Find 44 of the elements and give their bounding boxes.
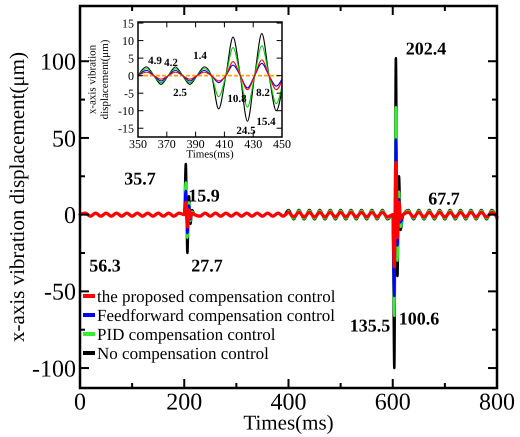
y-tick-label: 50 [52,126,76,152]
annotation: 8.2 [256,86,270,99]
annotation: 100.6 [398,308,440,328]
y-axis-title: x-axis vibration displacement(μm) [86,39,112,120]
x-tick-label: 410 [215,136,234,151]
annotation: 15.4 [256,116,276,128]
legend-label: No compensation control [97,344,270,363]
annotation: 35.7 [124,168,156,188]
x-tick-label: 200 [166,390,202,416]
annotation: 15.9 [188,185,220,206]
legend-label: Feedforward compensation control [97,306,336,325]
x-tick-label: 350 [129,136,147,151]
y-tick-label: -15 [118,121,134,136]
annotation: 135.5 [350,315,390,336]
y-tick-label: 100 [40,50,76,76]
annotation: 56.3 [89,255,121,276]
x-tick-label: 390 [186,136,205,151]
y-tick-label: -100 [32,356,76,382]
y-tick-label: 0 [128,68,134,83]
annotation: 2.5 [173,86,188,99]
y-tick-label: 0 [64,203,76,230]
x-tick-label: 450 [273,136,291,151]
x-tick-label: 600 [374,390,411,416]
annotation: 202.4 [406,38,446,58]
line-series [137,45,283,108]
y-axis-title: x-axis vibration displacement(μm) [5,52,29,342]
annotation: 24.5 [236,124,256,137]
x-axis-title: Times(ms) [186,148,234,161]
y-tick-label: 5 [128,51,134,66]
annotation: 4.9 [148,54,162,67]
y-tick-label: -10 [118,104,134,118]
y-tick-label: -5 [124,86,134,100]
legend-label: PID compensation control [97,324,276,344]
y-tick-label: -50 [44,280,76,306]
x-tick-label: 430 [244,136,262,151]
x-tick-label: 800 [479,390,515,416]
annotation: 4.2 [164,56,178,69]
annotation: 67.7 [428,188,460,208]
y-tick-label: 15 [122,16,134,30]
y-tick-label: 10 [122,34,134,48]
annotation: 1.4 [193,50,208,62]
legend-label: the proposed compensation control [97,286,336,306]
x-tick-label: 370 [158,136,176,151]
annotation: 27.7 [191,255,223,276]
